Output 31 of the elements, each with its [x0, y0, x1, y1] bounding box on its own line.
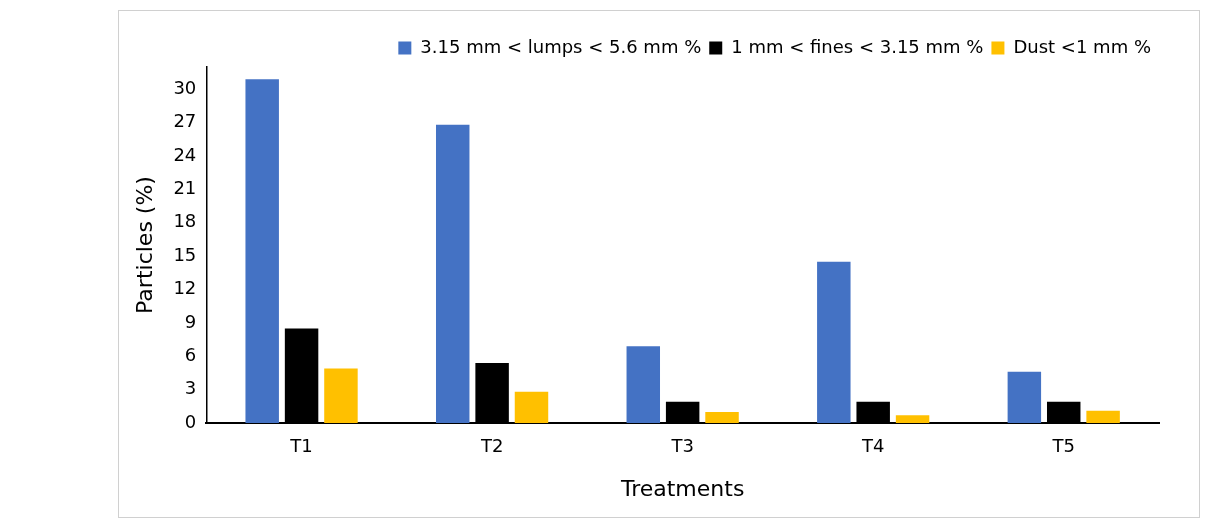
y-tick-label: 0	[184, 410, 197, 432]
bar	[436, 124, 470, 423]
x-tick-label: T3	[670, 435, 694, 457]
bar	[324, 368, 358, 423]
y-tick-label: 24	[173, 143, 197, 165]
y-tick-label: 6	[184, 343, 197, 365]
legend-label: 1 mm < fines < 3.15 mm %	[731, 35, 984, 57]
bar	[705, 411, 739, 423]
y-tick-label: 27	[173, 110, 197, 132]
y-tick-label: 18	[173, 210, 197, 232]
y-tick-label: 15	[173, 243, 197, 265]
x-tick-label: T5	[1051, 435, 1075, 457]
y-tick-label: 12	[173, 277, 197, 299]
bar	[817, 261, 851, 423]
y-tick-label: 30	[173, 76, 197, 98]
bar	[626, 346, 661, 423]
bar	[514, 391, 549, 423]
x-axis-title: Treatments	[619, 475, 745, 501]
x-tick-label: T2	[479, 435, 504, 457]
y-tick-label: 9	[184, 310, 197, 332]
x-tick-label: T1	[289, 435, 313, 457]
bar	[1086, 410, 1120, 423]
bar	[895, 415, 930, 423]
y-tick-label: 21	[173, 177, 197, 199]
x-tick-label: T4	[860, 435, 885, 457]
bar	[245, 79, 279, 423]
y-tick-label: 3	[184, 377, 197, 399]
legend-label: 3.15 mm < lumps < 5.6 mm %	[420, 35, 702, 57]
legend-label: Dust <1 mm %	[1013, 35, 1151, 57]
bar	[1007, 371, 1042, 423]
y-axis-title: Particles (%)	[131, 176, 157, 314]
